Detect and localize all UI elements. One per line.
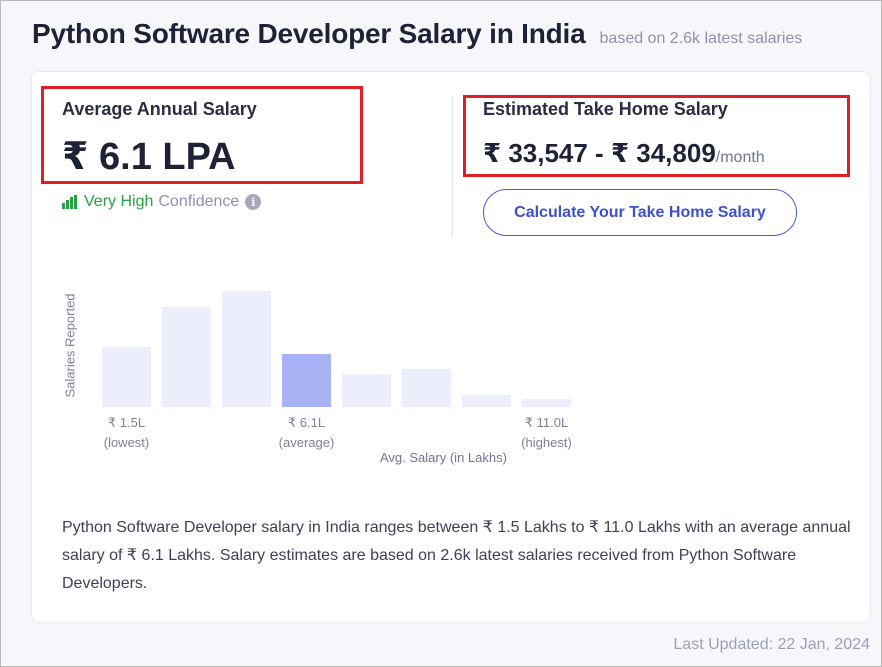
calculate-take-home-button[interactable]: Calculate Your Take Home Salary	[483, 189, 797, 236]
chart-bar-5	[342, 374, 391, 407]
page-title: Python Software Developer Salary in Indi…	[32, 18, 586, 49]
x-tick-label-3: ₹ 11.0L	[525, 415, 568, 430]
chart-bar-3	[222, 291, 271, 407]
chart-x-axis-label: Avg. Salary (in Lakhs)	[380, 450, 507, 465]
take-home-highlight-box	[463, 95, 850, 177]
take-home-label: Estimated Take Home Salary	[483, 99, 728, 119]
section-divider	[452, 96, 453, 236]
confidence-level: Very High	[84, 193, 154, 210]
chart-bar-8	[522, 399, 571, 407]
take-home-value: ₹ 33,547 - ₹ 34,809/month	[483, 138, 765, 169]
x-tick-label-1: ₹ 1.5L	[108, 415, 145, 430]
chart-bar-4	[282, 354, 331, 407]
average-salary-label: Average Annual Salary	[62, 99, 257, 119]
take-home-range: ₹ 33,547 - ₹ 34,809	[483, 138, 716, 168]
chart-bar-7	[462, 395, 511, 407]
header: Python Software Developer Salary in Indi…	[32, 18, 872, 50]
signal-bars-icon	[62, 195, 78, 209]
chart-bar-1	[102, 347, 151, 407]
salary-description: Python Software Developer salary in Indi…	[62, 519, 851, 592]
take-home-unit: /month	[715, 149, 765, 166]
chart-bar-2	[162, 307, 211, 407]
confidence-indicator: Very High Confidence i	[62, 193, 262, 211]
info-icon[interactable]: i	[245, 194, 262, 210]
page-subtitle: based on 2.6k latest salaries	[599, 30, 803, 47]
last-updated: Last Updated: 22 Jan, 2024	[673, 636, 870, 653]
chart-bar-6	[402, 369, 451, 407]
x-tick-sublabel-2: (average)	[279, 435, 335, 450]
confidence-label: Confidence	[158, 193, 240, 210]
x-tick-label-2: ₹ 6.1L	[288, 415, 325, 430]
x-tick-sublabel-3: (highest)	[521, 435, 572, 450]
average-salary-highlight-box	[41, 86, 363, 184]
x-tick-sublabel-1: (lowest)	[104, 435, 150, 450]
average-salary-value: ₹ 6.1 LPA	[62, 136, 236, 178]
